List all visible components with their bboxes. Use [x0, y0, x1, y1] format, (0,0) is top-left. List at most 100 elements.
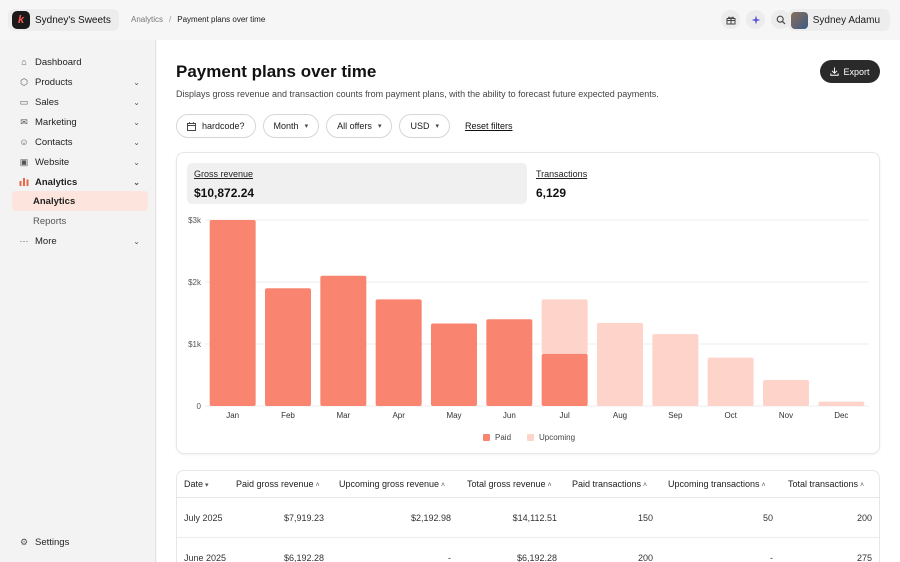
table-cell: July 2025	[184, 512, 223, 523]
date-filter-value: hardcode?	[202, 121, 245, 131]
chevron-down-icon: ⌄	[133, 137, 140, 147]
x-tick-label: Jan	[226, 411, 239, 420]
user-menu[interactable]: Sydney Adamu	[787, 9, 890, 31]
column-header-label: Paid transactions	[572, 479, 642, 489]
sidebar-item-products[interactable]: ⬡ Products ⌄	[12, 72, 148, 92]
bar-upcoming	[597, 322, 643, 406]
bar-paid	[265, 288, 311, 406]
sidebar-subitem-analytics[interactable]: Analytics	[12, 191, 148, 211]
sidebar-item-contacts[interactable]: ☺ Contacts ⌄	[12, 132, 148, 152]
legend-label-paid: Paid	[495, 433, 512, 442]
sort-up-icon: ˄	[439, 482, 446, 489]
sidebar-item-sales[interactable]: ▭ Sales ⌄	[12, 92, 148, 112]
reset-filters-link[interactable]: Reset filters	[464, 121, 513, 131]
table-header-row: Date ▾ Paid gross revenue ˄ Upcoming gross…	[177, 471, 879, 498]
chevron-down-icon: ⌄	[133, 236, 140, 246]
table-cell: 275	[856, 553, 872, 562]
chart-card: Gross revenue $10,872.24 Transactions 6,…	[176, 152, 880, 454]
sidebar: ⌂ Dashboard ⬡ Products ⌄ ▭ Sales ⌄ ✉ Mar…	[0, 40, 156, 562]
offers-value: All offers	[337, 121, 372, 131]
bar-upcoming	[763, 379, 809, 406]
column-header[interactable]: Date ▾	[184, 479, 208, 489]
column-header[interactable]: Paid gross revenue ˄	[236, 479, 320, 489]
brand-switcher[interactable]: k Sydney's Sweets	[8, 9, 119, 31]
x-tick-label: Apr	[392, 411, 405, 420]
filter-bar: hardcode? Month ▾ All offers ▾ USD ▾ Res…	[176, 114, 513, 138]
mail-icon: ✉	[20, 116, 28, 127]
table-cell: $6,192.28	[283, 553, 324, 562]
bar-upcoming	[707, 357, 754, 406]
breadcrumb-parent[interactable]: Analytics	[131, 15, 164, 24]
breadcrumb-current: Payment plans over time	[177, 15, 266, 24]
bar-chart-icon	[18, 177, 30, 188]
revenue-bar-chart: 0 $1k $2k $3k Jan Feb Mar Apr May Jun Jul Aug Sep Oct…	[188, 216, 869, 420]
transactions-value: 6,129	[536, 186, 567, 200]
bar-paid	[209, 220, 256, 406]
legend-item-paid: Paid	[483, 433, 511, 442]
table-cell: $14,112.51	[512, 512, 557, 523]
gross-revenue-metric[interactable]: Gross revenue $10,872.24	[187, 163, 527, 204]
brand-logo-icon: k	[12, 11, 30, 29]
monitor-icon: ▣	[19, 156, 29, 167]
search-icon[interactable]	[771, 10, 790, 29]
bar-paid	[375, 299, 422, 406]
chevron-down-icon: ⌄	[133, 97, 140, 107]
column-header[interactable]: Upcoming transactions ˄	[668, 479, 766, 489]
sidebar-item-settings[interactable]: ⚙ Settings	[12, 532, 148, 552]
transactions-metric[interactable]: Transactions 6,129	[529, 163, 729, 204]
interval-select[interactable]: Month ▾	[262, 114, 320, 138]
sidebar-item-label: Reports	[33, 215, 67, 227]
gift-icon[interactable]	[721, 10, 740, 29]
gross-revenue-label: Gross revenue	[194, 169, 254, 179]
export-button[interactable]: Export	[820, 60, 880, 83]
sidebar-item-website[interactable]: ▣ Website ⌄	[12, 152, 148, 172]
column-header[interactable]: Paid transactions ˄	[572, 479, 647, 489]
currency-select[interactable]: USD ▾	[399, 114, 450, 138]
y-tick-label: 0	[197, 402, 202, 411]
sidebar-subitem-reports[interactable]: Reports	[12, 211, 148, 231]
people-icon: ☺	[19, 137, 29, 147]
sidebar-item-dashboard[interactable]: ⌂ Dashboard	[12, 52, 148, 72]
x-tick-label: Jul	[560, 411, 570, 420]
x-tick-label: Aug	[613, 411, 627, 420]
bar-paid	[486, 319, 533, 406]
chevron-down-icon: ▾	[435, 123, 439, 130]
column-header-label: Total transactions	[788, 479, 859, 489]
breadcrumb: Analytics / Payment plans over time	[131, 15, 265, 24]
offers-select[interactable]: All offers ▾	[326, 114, 393, 138]
bar-upcoming	[818, 401, 865, 406]
column-header[interactable]: Total gross revenue ˄	[467, 479, 552, 489]
y-tick-label: $1k	[188, 340, 202, 349]
sidebar-item-analytics[interactable]: Analytics ⌄	[12, 172, 148, 192]
legend-item-upcoming: Upcoming	[527, 433, 575, 442]
gear-icon: ⚙	[19, 536, 29, 547]
download-icon	[830, 67, 840, 76]
x-tick-label: Mar	[336, 411, 350, 420]
export-label: Export	[843, 66, 870, 77]
table-cell: -	[770, 553, 773, 562]
sidebar-item-label: Marketing	[35, 116, 77, 128]
table-cell: $2,192.98	[410, 512, 451, 523]
sort-up-icon: ˄	[641, 482, 648, 489]
sidebar-item-label: More	[35, 235, 57, 247]
column-header[interactable]: Upcoming gross revenue ˄	[339, 479, 445, 489]
sparkle-icon[interactable]	[746, 10, 765, 29]
column-header-label: Paid gross revenue	[236, 479, 314, 489]
chart-legend: Paid Upcoming	[483, 433, 575, 442]
sidebar-item-label: Products	[35, 76, 73, 88]
sidebar-item-more[interactable]: ··· More ⌄	[12, 231, 148, 251]
table-cell: 200	[637, 553, 653, 562]
data-table: Date ▾ Paid gross revenue ˄ Upcoming gross…	[176, 470, 880, 562]
column-header-label: Upcoming gross revenue	[339, 479, 440, 489]
date-filter[interactable]: hardcode?	[176, 114, 256, 138]
table-cell: $6,192.28	[516, 553, 557, 562]
main-content: Payment plans over time Displays gross r…	[157, 40, 900, 562]
brand-name: Sydney's Sweets	[35, 14, 111, 26]
column-header[interactable]: Total transactions ˄	[788, 479, 864, 489]
table-row: July 2025 $7,919.23 $2,192.98 $14,112.51 150…	[177, 498, 879, 538]
box-icon: ⬡	[20, 76, 28, 87]
currency-value: USD	[410, 121, 430, 131]
gross-revenue-value: $10,872.24	[194, 186, 255, 200]
sort-up-icon: ˄	[545, 482, 552, 489]
sidebar-item-marketing[interactable]: ✉ Marketing ⌄	[12, 112, 148, 132]
